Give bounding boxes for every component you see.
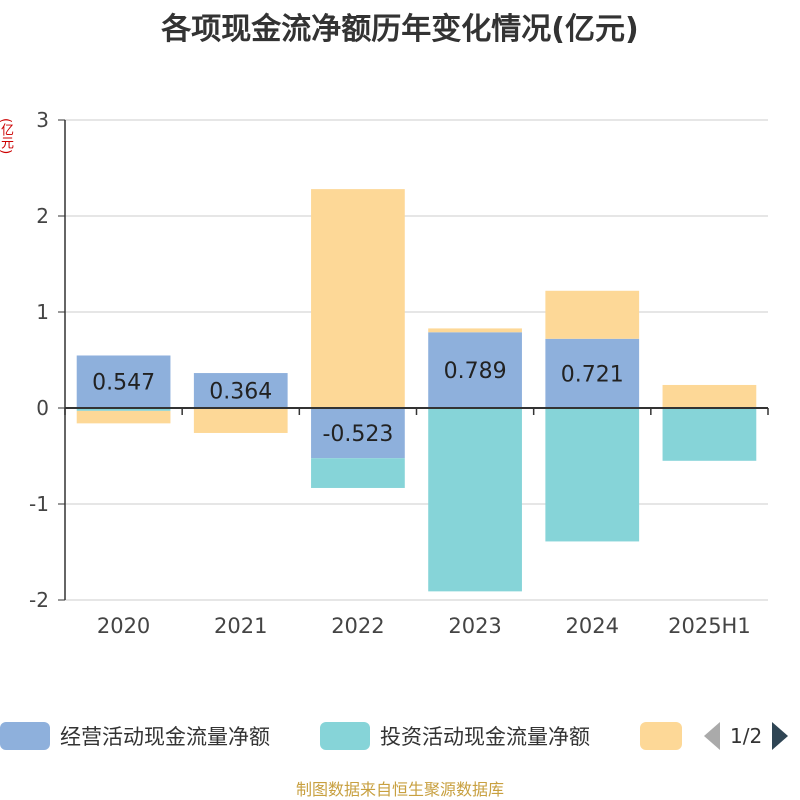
x-label-2020: 2020 bbox=[97, 614, 150, 638]
x-label-2021: 2021 bbox=[214, 614, 267, 638]
chart-svg: -2 -1 0 1 2 3 2020 2021 2022 2023 2024 2025H1 0.547 0… bbox=[29, 108, 769, 638]
bar-s1-2022 bbox=[311, 458, 405, 488]
y-tick-label-0: 0 bbox=[36, 396, 49, 420]
y-tick-label--2: -2 bbox=[29, 588, 49, 612]
legend-swatch-financing bbox=[640, 722, 682, 750]
data-label-2021: 0.364 bbox=[209, 380, 272, 405]
data-label-2020: 0.547 bbox=[92, 371, 155, 396]
legend-label-operating: 经营活动现金流量净额 bbox=[60, 725, 270, 749]
bar-s1-2024 bbox=[545, 408, 640, 542]
bar-s0-2024 bbox=[545, 338, 640, 408]
y-tick-label-3: 3 bbox=[36, 108, 49, 132]
x-label-2023: 2023 bbox=[448, 614, 501, 638]
source-note: 制图数据来自恒生聚源数据库 bbox=[295, 780, 504, 799]
legend-prev-icon[interactable] bbox=[704, 722, 720, 750]
bar-s2-2024 bbox=[545, 290, 640, 339]
y-tick-label-2: 2 bbox=[36, 204, 49, 228]
legend-pager: 1/2 bbox=[704, 716, 789, 756]
legend-item-operating[interactable]: 经营活动现金流量净额 bbox=[0, 716, 270, 756]
bar-s2-2021 bbox=[193, 408, 288, 433]
legend: 经营活动现金流量净额 投资活动现金流量净额 1/2 bbox=[0, 716, 800, 756]
data-label-2022: -0.523 bbox=[322, 422, 393, 447]
bar-s2-2025H1 bbox=[662, 384, 757, 408]
x-label-2025H1: 2025H1 bbox=[668, 614, 751, 638]
bar-s1-2025H1 bbox=[662, 408, 757, 461]
y-tick-label--1: -1 bbox=[29, 492, 49, 516]
legend-item-investing[interactable]: 投资活动现金流量净额 bbox=[320, 716, 590, 756]
legend-item-financing[interactable] bbox=[640, 716, 692, 756]
bar-s2-2022 bbox=[311, 189, 405, 408]
bar-s2-2023 bbox=[428, 328, 522, 333]
legend-label-investing: 投资活动现金流量净额 bbox=[380, 725, 590, 749]
x-label-2022: 2022 bbox=[331, 614, 384, 638]
y-axis-unit: (亿元) bbox=[0, 118, 13, 155]
data-label-2024: 0.721 bbox=[561, 362, 624, 387]
y-tick-label-1: 1 bbox=[36, 300, 49, 324]
bar-s1-2020 bbox=[76, 408, 171, 411]
bar-s0-2023 bbox=[428, 332, 522, 408]
legend-next-icon[interactable] bbox=[772, 722, 789, 750]
bar-s0-2020 bbox=[76, 355, 171, 408]
legend-swatch-operating bbox=[0, 722, 50, 750]
legend-swatch-investing bbox=[320, 722, 370, 750]
bar-s0-2021 bbox=[193, 373, 288, 408]
data-label-2023: 0.789 bbox=[444, 359, 507, 384]
chart-title: 各项现金流净额历年变化情况(亿元) bbox=[161, 12, 639, 47]
bar-s1-2023 bbox=[428, 408, 522, 592]
bar-s2-2020 bbox=[76, 410, 171, 424]
x-label-2024: 2024 bbox=[566, 614, 619, 638]
legend-page-indicator: 1/2 bbox=[730, 724, 763, 748]
bar-s0-2022 bbox=[311, 408, 405, 459]
